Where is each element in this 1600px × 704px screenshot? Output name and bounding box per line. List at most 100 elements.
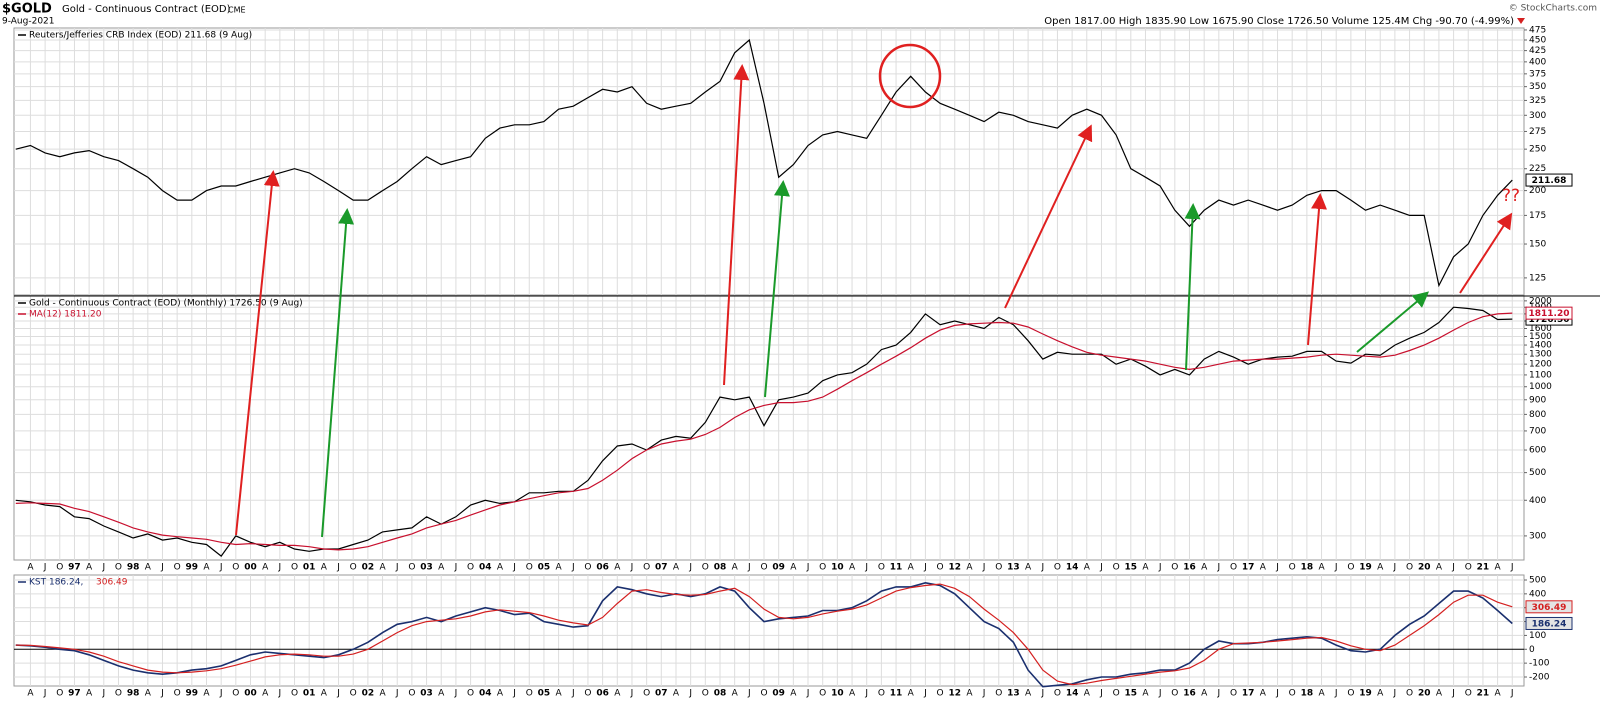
x-tick-label: J — [982, 563, 986, 573]
x-tick-label: A — [908, 563, 915, 573]
y-tick-label: 200 — [1529, 186, 1546, 196]
y-tick-label: 475 — [1529, 25, 1546, 35]
x-tick-label: 04 — [479, 689, 492, 699]
x-tick-label: 07 — [655, 689, 668, 699]
x-tick-label: O — [408, 689, 415, 699]
x-tick-label: J — [1451, 689, 1455, 699]
x-tick-label: J — [1099, 563, 1103, 573]
x-tick-label: J — [1393, 689, 1397, 699]
x-tick-label: 20 — [1418, 563, 1431, 573]
x-tick-label: A — [1201, 689, 1208, 699]
y-tick-label: 600 — [1529, 446, 1546, 456]
x-tick-label: 18 — [1301, 689, 1314, 699]
x-tick-label: J — [512, 563, 516, 573]
x-tick-label: O — [1289, 563, 1296, 573]
last-value-label: 1811.20 — [1529, 309, 1570, 319]
x-tick-label: J — [571, 563, 575, 573]
x-tick-label: A — [438, 689, 445, 699]
x-tick-label: O — [878, 689, 885, 699]
x-tick-label: 03 — [420, 563, 433, 573]
x-tick-label: O — [1406, 689, 1413, 699]
arrow — [764, 180, 790, 398]
arrow — [235, 170, 280, 536]
x-tick-label: J — [512, 689, 516, 699]
x-tick-label: J — [688, 689, 692, 699]
series-line — [15, 583, 1513, 686]
x-tick-label: 00 — [244, 689, 257, 699]
x-tick-label: A — [1436, 563, 1443, 573]
last-value-label: 211.68 — [1532, 176, 1567, 186]
x-tick-label: 01 — [303, 689, 316, 699]
x-tick-label: O — [1171, 563, 1178, 573]
x-tick-label: J — [630, 689, 634, 699]
x-tick-label: J — [219, 563, 223, 573]
last-value-label: 306.49 — [1532, 603, 1567, 613]
x-tick-label: O — [467, 689, 474, 699]
x-tick-label: O — [1465, 563, 1472, 573]
x-tick-label: J — [1217, 563, 1221, 573]
last-value-box — [1525, 173, 1573, 187]
x-tick-label: A — [1084, 689, 1091, 699]
x-tick-label: O — [291, 689, 298, 699]
legend-label: Reuters/Jefferies CRB Index (EOD) 211.68… — [29, 31, 252, 41]
x-tick-label: O — [1347, 689, 1354, 699]
y-tick-label: 425 — [1529, 46, 1546, 56]
x-tick-label: 12 — [948, 689, 961, 699]
x-tick-label: 17 — [1242, 563, 1255, 573]
x-tick-label: O — [643, 689, 650, 699]
x-tick-label: J — [336, 689, 340, 699]
x-tick-label: O — [760, 563, 767, 573]
x-tick-label: O — [56, 689, 63, 699]
x-tick-label: J — [747, 689, 751, 699]
y-tick-label: -100 — [1529, 659, 1550, 669]
x-tick-label: J — [747, 563, 751, 573]
x-tick-label: O — [995, 563, 1002, 573]
x-tick-label: O — [56, 563, 63, 573]
x-tick-label: O — [350, 689, 357, 699]
x-tick-label: A — [790, 563, 797, 573]
y-tick-label: 800 — [1529, 410, 1546, 420]
x-tick-label: A — [497, 689, 504, 699]
y-tick-label: 225 — [1529, 164, 1546, 174]
y-tick-label: 350 — [1529, 82, 1546, 92]
x-tick-label: J — [278, 563, 282, 573]
x-tick-label: A — [262, 689, 269, 699]
x-tick-label: O — [174, 563, 181, 573]
x-tick-label: O — [526, 563, 533, 573]
x-tick-label: J — [806, 563, 810, 573]
instrument-name: Gold - Continuous Contract (EOD) — [62, 4, 231, 15]
x-tick-label: J — [864, 563, 868, 573]
x-tick-label: A — [1142, 689, 1149, 699]
panel-frame — [13, 295, 1525, 561]
highlight-circle — [878, 43, 942, 109]
x-tick-label: 18 — [1301, 563, 1314, 573]
y-tick-label: 2000 — [1529, 296, 1552, 306]
x-tick-label: O — [1054, 689, 1061, 699]
x-tick-label: 15 — [1125, 689, 1138, 699]
x-tick-label: A — [1318, 689, 1325, 699]
x-tick-label: J — [454, 563, 458, 573]
y-tick-label: 325 — [1529, 96, 1546, 106]
y-tick-label: 1300 — [1529, 350, 1552, 360]
x-tick-label: A — [790, 689, 797, 699]
x-tick-label: 08 — [714, 689, 727, 699]
x-tick-label: A — [203, 563, 210, 573]
x-tick-label: J — [806, 689, 810, 699]
x-tick-label: A — [673, 689, 680, 699]
x-tick-label: 97 — [68, 689, 81, 699]
x-tick-label: J — [923, 689, 927, 699]
x-tick-label: O — [819, 689, 826, 699]
x-tick-label: O — [584, 563, 591, 573]
last-value-label: 1726.50 — [1529, 315, 1570, 325]
arrow — [321, 208, 355, 538]
x-tick-label: O — [1113, 689, 1120, 699]
x-tick-label: 08 — [714, 563, 727, 573]
y-tick-label: 300 — [1529, 111, 1546, 121]
x-tick-label: 20 — [1418, 689, 1431, 699]
x-tick-label: J — [395, 689, 399, 699]
x-tick-label: O — [1054, 563, 1061, 573]
x-tick-label: A — [1377, 563, 1384, 573]
y-tick-label: 400 — [1529, 589, 1546, 599]
x-tick-label: 06 — [596, 689, 609, 699]
x-tick-label: A — [1142, 563, 1149, 573]
